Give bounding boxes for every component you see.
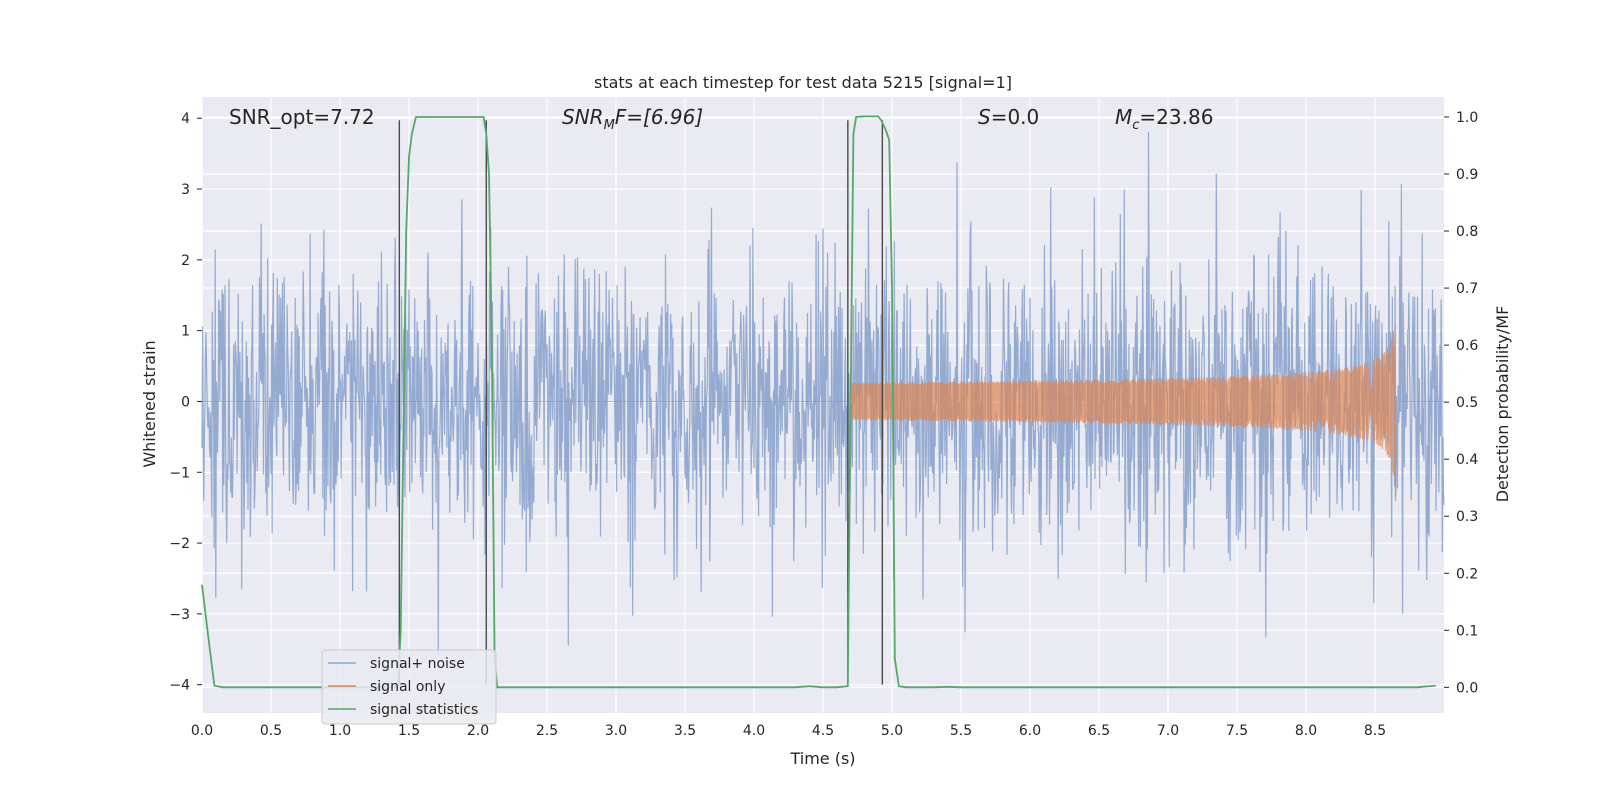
legend-label-signal-only: signal only [370, 679, 445, 695]
legend: signal+ noise signal only signal statist… [321, 649, 497, 725]
y2-tick-label: 0.1 [1456, 623, 1478, 639]
y2-tick-label: 0.7 [1456, 281, 1478, 297]
x-axis-ticks: 0.0 0.5 1.0 1.5 2.0 2.5 3.0 3.5 4.0 4.5 5.0 5.5 6.0 6… [191, 723, 1386, 739]
y-tick-label: 2 [181, 253, 190, 269]
x-axis-label: Time (s) [789, 749, 855, 768]
y2-tick-label: 0.8 [1456, 224, 1478, 240]
annotation-snr-opt: SNR_opt=7.72 [229, 105, 375, 129]
x-tick-label: 2.5 [536, 723, 558, 739]
detection-window-lines [398, 120, 884, 685]
y-axis-left-ticks: 4 3 2 1 0 −1 −2 −3 −4 [169, 111, 202, 694]
y-tick-label: −1 [169, 465, 190, 481]
y-axis-right-ticks: 1.0 0.9 0.8 0.7 0.6 0.5 0.4 0.3 0.2 0.1 0.0 [1444, 110, 1478, 696]
annotation-snr-mf: SNRMF=[6.96] [562, 105, 703, 133]
legend-label-signal-statistics: signal statistics [370, 702, 478, 718]
y2-tick-label: 1.0 [1456, 110, 1478, 126]
y2-tick-label: 0.3 [1456, 509, 1478, 525]
y-axis-label: Whitened strain [140, 340, 159, 467]
x-tick-label: 8.5 [1364, 723, 1386, 739]
x-tick-label: 5.5 [950, 723, 972, 739]
y2-tick-label: 0.9 [1456, 167, 1478, 183]
annotation-mc: Mc=23.86 [1115, 105, 1213, 133]
chart-title: stats at each timestep for test data 521… [594, 73, 1012, 92]
y2-tick-label: 0.0 [1456, 680, 1478, 696]
x-tick-label: 3.0 [605, 723, 627, 739]
x-tick-label: 3.5 [674, 723, 696, 739]
x-tick-label: 6.5 [1088, 723, 1110, 739]
y-tick-label: −4 [169, 678, 190, 694]
y-tick-label: 3 [181, 182, 190, 198]
x-tick-label: 0.5 [260, 723, 282, 739]
y2-axis-label: Detection probability/MF [1493, 306, 1512, 503]
series-signal-only [202, 324, 1444, 502]
x-tick-label: 7.5 [1226, 723, 1248, 739]
x-tick-label: 1.5 [398, 723, 420, 739]
y-tick-label: 0 [181, 394, 190, 410]
y2-tick-label: 0.4 [1456, 452, 1478, 468]
x-tick-label: 5.0 [881, 723, 903, 739]
legend-box [321, 649, 497, 725]
statistics-trace [201, 115, 1436, 689]
y2-tick-label: 0.2 [1456, 566, 1478, 582]
x-tick-label: 0.0 [191, 723, 213, 739]
y2-tick-label: 0.5 [1456, 395, 1478, 411]
y-tick-label: 1 [181, 324, 190, 340]
y-tick-label: −3 [169, 607, 190, 623]
x-tick-label: 7.0 [1157, 723, 1179, 739]
x-tick-label: 6.0 [1019, 723, 1041, 739]
x-tick-label: 4.0 [743, 723, 765, 739]
series-signal-statistics [201, 115, 1436, 689]
chirp-trace [202, 324, 1444, 502]
y-tick-label: −2 [169, 536, 190, 552]
x-tick-label: 1.0 [329, 723, 351, 739]
y2-tick-label: 0.6 [1456, 338, 1478, 354]
x-tick-label: 8.0 [1295, 723, 1317, 739]
y-tick-label: 4 [181, 111, 190, 127]
x-tick-label: 4.5 [812, 723, 834, 739]
legend-label-signal-plus-noise: signal+ noise [370, 656, 465, 672]
annotation-s: S=0.0 [978, 105, 1039, 129]
x-tick-label: 2.0 [467, 723, 489, 739]
